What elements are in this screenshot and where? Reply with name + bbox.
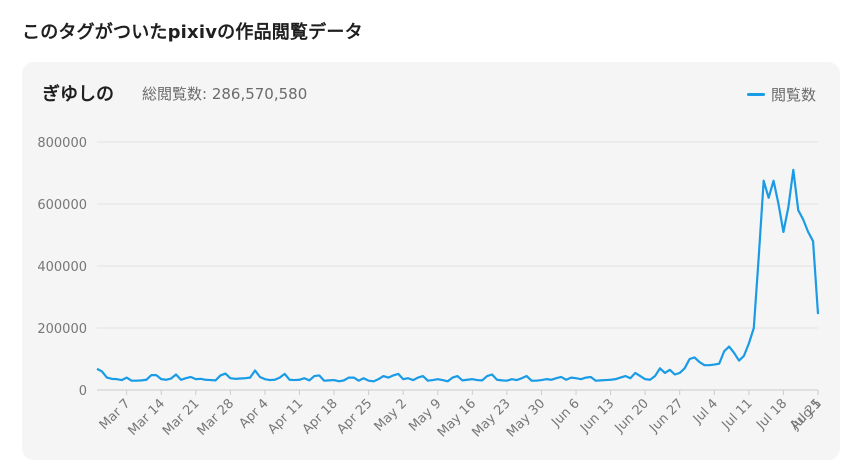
x-tick-label: Jun 27 bbox=[646, 396, 686, 436]
views-chart-card: ぎゆしの 総閲覧数: 286,570,580 閲覧数 0 200000 400000… bbox=[22, 62, 840, 460]
x-tick-label: Aug 1 bbox=[787, 396, 824, 433]
y-tick-label: 200000 bbox=[37, 322, 87, 337]
y-tick-label: 800000 bbox=[37, 136, 87, 151]
x-tick-label: Apr 18 bbox=[300, 396, 341, 437]
chart-legend[interactable]: 閲覧数 bbox=[746, 84, 816, 105]
series-line-views[interactable] bbox=[96, 168, 820, 383]
page-heading: このタグがついたpixivの作品閲覧データ bbox=[22, 22, 363, 43]
legend-label: 閲覧数 bbox=[770, 86, 816, 104]
x-tick-label: Jun 20 bbox=[612, 396, 652, 436]
x-tick-label: Jun 13 bbox=[577, 396, 617, 436]
x-tick-label: Mar 21 bbox=[160, 396, 203, 439]
total-views: 総閲覧数: 286,570,580 bbox=[142, 85, 308, 103]
legend-line-swatch bbox=[746, 93, 765, 96]
y-tick-label: 400000 bbox=[37, 260, 87, 275]
x-tick-label: Apr 25 bbox=[334, 396, 375, 437]
x-tick-label: May 2 bbox=[372, 396, 410, 434]
x-tick-label: Jul 4 bbox=[690, 396, 721, 427]
x-tick-label: Mar 14 bbox=[125, 396, 168, 439]
x-tick-label: May 30 bbox=[504, 396, 548, 440]
x-tick-label: Jul 18 bbox=[753, 396, 790, 433]
x-tick-label: Apr 11 bbox=[265, 396, 306, 437]
y-tick-label: 0 bbox=[79, 384, 87, 399]
y-tick-label: 600000 bbox=[37, 198, 87, 213]
x-tick-label: Jul 11 bbox=[719, 396, 756, 433]
x-tick-label: Mar 28 bbox=[195, 396, 238, 439]
tag-name: ぎゆしの bbox=[42, 84, 114, 105]
